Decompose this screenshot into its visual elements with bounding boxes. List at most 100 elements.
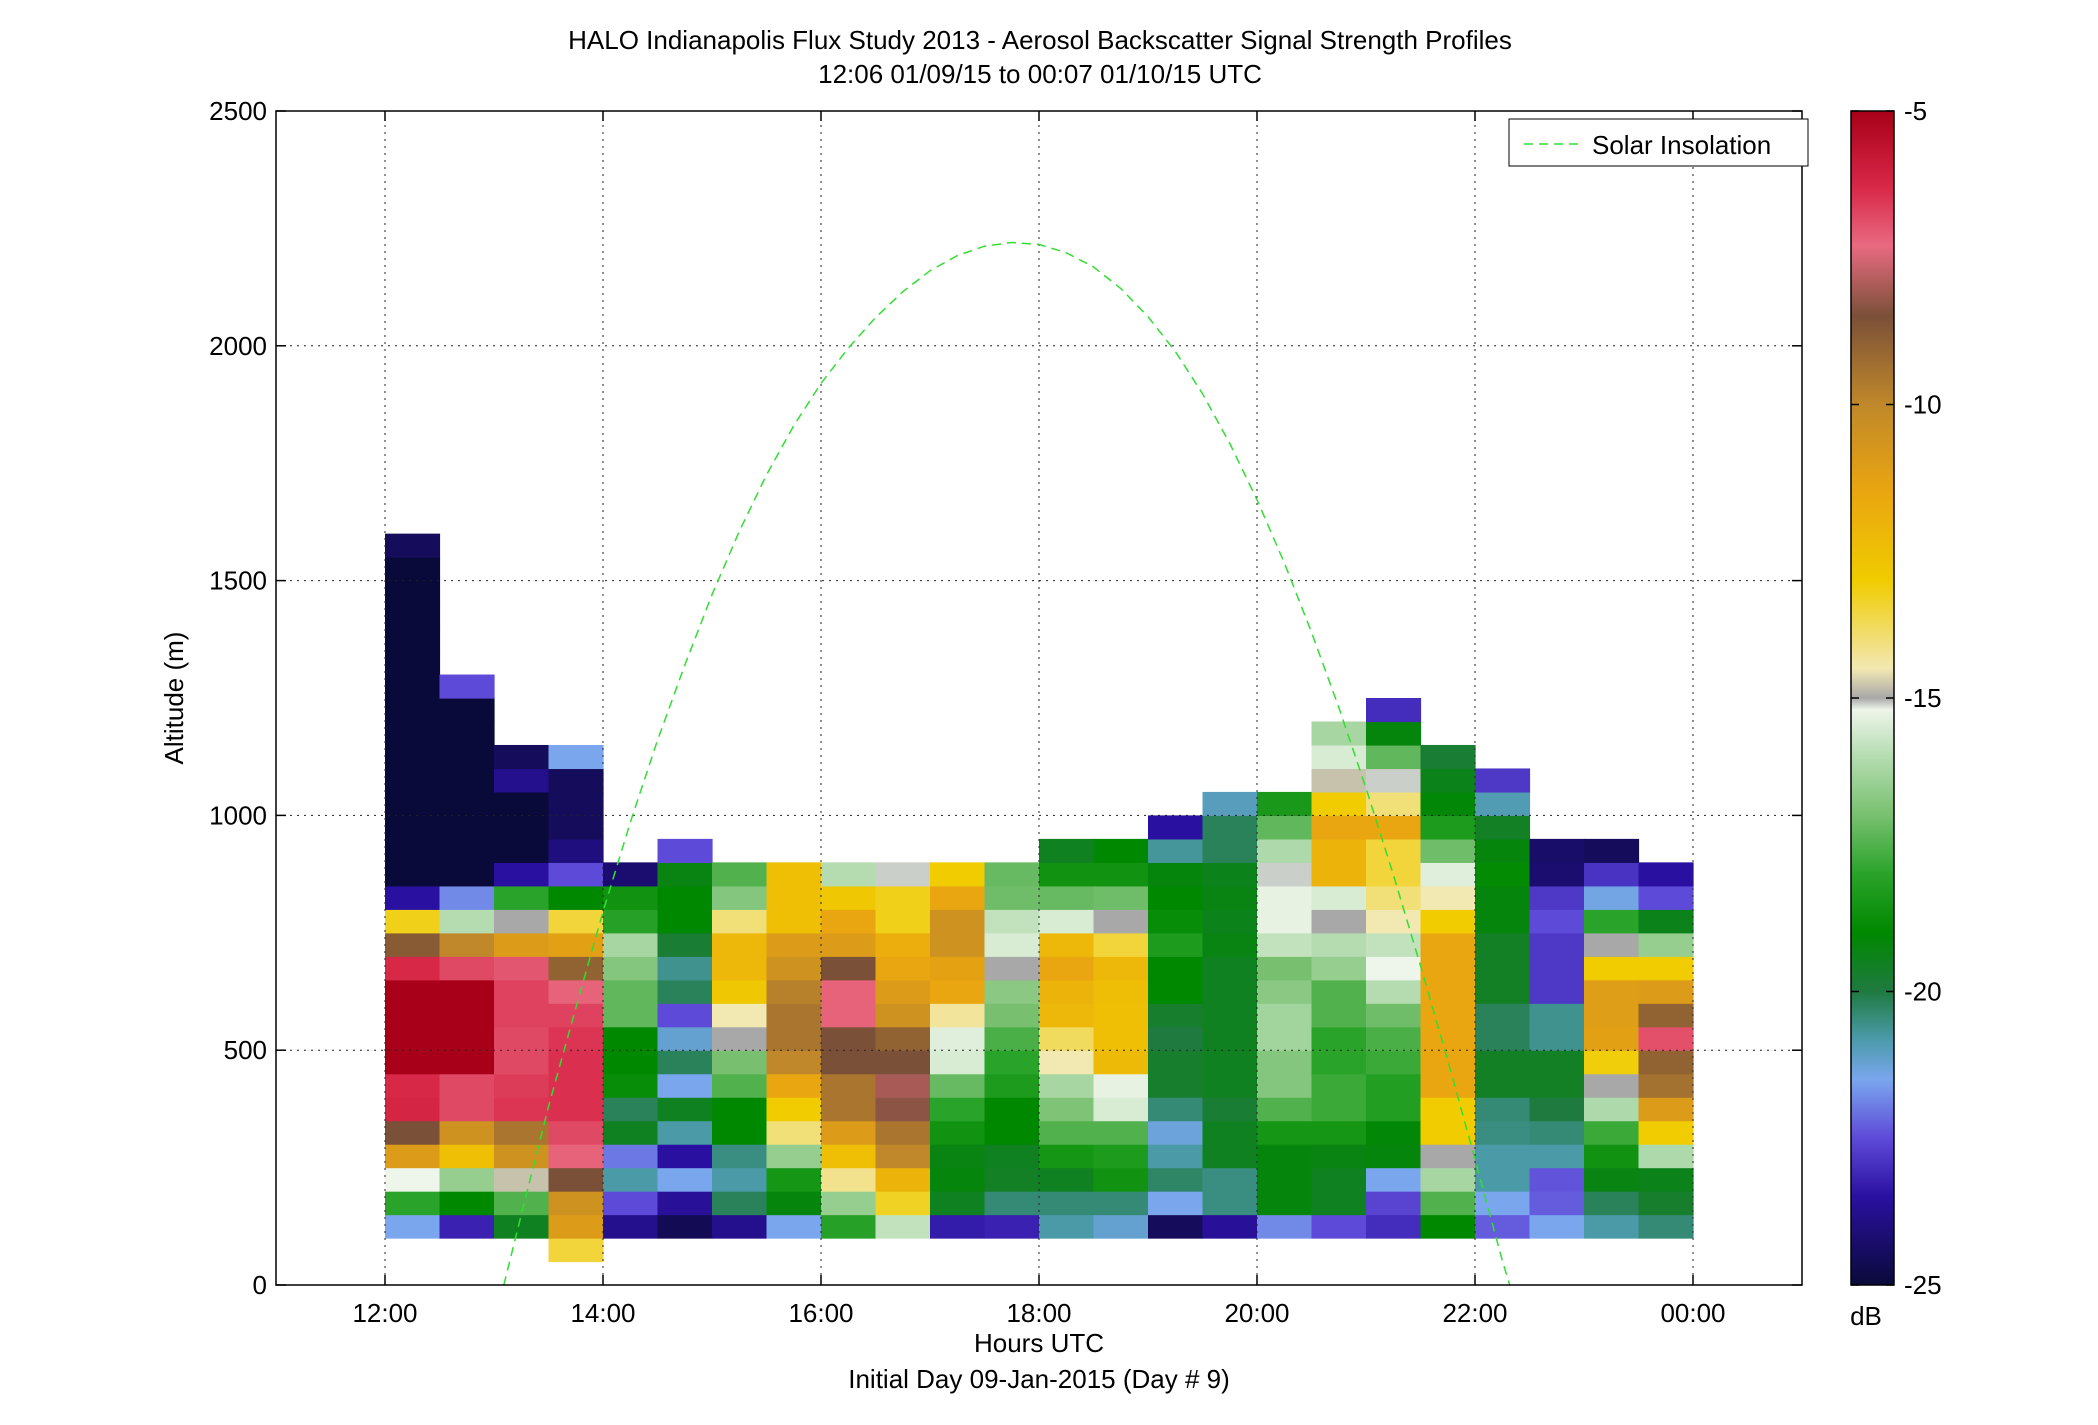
heatmap-cell <box>821 1073 877 1098</box>
heatmap-cell <box>1584 1167 1640 1192</box>
heatmap-cell <box>385 1026 441 1051</box>
heatmap-cell <box>712 956 768 981</box>
heatmap-cell <box>548 979 604 1004</box>
heatmap-cell <box>766 909 822 934</box>
heatmap-cell <box>1257 1167 1313 1192</box>
heatmap-cell <box>712 1144 768 1169</box>
heatmap-cell <box>603 885 659 910</box>
heatmap-cell <box>1257 1003 1313 1028</box>
heatmap-cell <box>984 1073 1040 1098</box>
heatmap-cell <box>657 1191 713 1216</box>
heatmap-cell <box>657 1120 713 1145</box>
heatmap-cell <box>1420 1097 1476 1122</box>
heatmap-cell <box>766 862 822 887</box>
heatmap-cell <box>1366 838 1422 863</box>
heatmap-cell <box>657 1097 713 1122</box>
heatmap-cell <box>494 768 550 793</box>
colorbar-ticks: -25 -20 -15 -10 -5 <box>1851 96 1942 1300</box>
y-tick-label: 2500 <box>209 96 267 126</box>
heatmap-cell <box>984 909 1040 934</box>
heatmap-cell <box>494 1050 550 1075</box>
heatmap-cell <box>1366 1144 1422 1169</box>
colorbar-tick-label: -15 <box>1904 683 1942 713</box>
heatmap-cell <box>1311 979 1367 1004</box>
colorbar-unit: dB <box>1850 1301 1882 1331</box>
heatmap-cell <box>494 815 550 840</box>
heatmap-cell <box>1420 1120 1476 1145</box>
heatmap-cell <box>1257 1050 1313 1075</box>
heatmap-cell <box>494 791 550 816</box>
heatmap-cell <box>603 1097 659 1122</box>
heatmap-cell <box>712 979 768 1004</box>
heatmap-cell <box>548 1026 604 1051</box>
heatmap-cell <box>657 1003 713 1028</box>
heatmap-cell <box>821 909 877 934</box>
heatmap-cell <box>385 721 441 746</box>
heatmap-cell <box>548 885 604 910</box>
heatmap-cell <box>439 956 495 981</box>
heatmap-cell <box>712 885 768 910</box>
heatmap-cell <box>548 909 604 934</box>
heatmap-cell <box>875 909 931 934</box>
heatmap-cell <box>1475 909 1531 934</box>
heatmap-cell <box>385 791 441 816</box>
heatmap-cell <box>439 862 495 887</box>
heatmap-cell <box>1584 979 1640 1004</box>
heatmap-cell <box>875 979 931 1004</box>
heatmap-cell <box>984 1003 1040 1028</box>
heatmap-cell <box>548 1120 604 1145</box>
heatmap-cell <box>1420 838 1476 863</box>
heatmap-cell <box>1093 1026 1149 1051</box>
heatmap-cell <box>439 1167 495 1192</box>
heatmap-cell <box>548 1073 604 1098</box>
heatmap-cell <box>1584 909 1640 934</box>
heatmap-cell <box>1529 1144 1585 1169</box>
heatmap-cell <box>548 1097 604 1122</box>
heatmap-cell <box>657 1144 713 1169</box>
heatmap-cell <box>657 932 713 957</box>
heatmap-cell <box>1420 1026 1476 1051</box>
heatmap-cell <box>1638 1191 1694 1216</box>
chart-title: HALO Indianapolis Flux Study 2013 - Aero… <box>568 25 1512 55</box>
axis-ticks: 12:00 14:00 16:00 18:00 20:00 22:00 00:00 0 500 1… <box>209 96 1802 1328</box>
heatmap-cell <box>712 909 768 934</box>
heatmap-cell <box>1366 932 1422 957</box>
heatmap-cell <box>1257 815 1313 840</box>
heatmap-cell <box>439 721 495 746</box>
heatmap-cell <box>439 744 495 770</box>
heatmap-cell <box>1311 721 1367 746</box>
heatmap-cell <box>548 838 604 863</box>
heatmap-cell <box>603 1167 659 1192</box>
heatmap-cell <box>1366 979 1422 1004</box>
heatmap-cell <box>1475 932 1531 957</box>
x-tick-label: 18:00 <box>1006 1298 1071 1328</box>
heatmap-cell <box>1311 932 1367 957</box>
heatmap-cell <box>385 1214 441 1239</box>
heatmap-cell <box>603 979 659 1004</box>
heatmap-cell <box>1148 1214 1204 1239</box>
heatmap-cell <box>1638 1167 1694 1192</box>
heatmap-cell <box>1475 838 1531 863</box>
heatmap-cells <box>385 533 1694 1263</box>
heatmap-cell <box>984 885 1040 910</box>
heatmap-cell <box>984 1026 1040 1051</box>
heatmap-cell <box>1584 1214 1640 1239</box>
heatmap-cell <box>1638 979 1694 1004</box>
heatmap-cell <box>603 862 659 887</box>
heatmap-cell <box>385 862 441 887</box>
heatmap-cell <box>875 1026 931 1051</box>
heatmap-cell <box>984 862 1040 887</box>
heatmap-cell <box>548 862 604 887</box>
heatmap-cell <box>766 956 822 981</box>
heatmap-cell <box>1638 1214 1694 1239</box>
heatmap-cell <box>1148 1073 1204 1098</box>
heatmap-cell <box>1257 1026 1313 1051</box>
heatmap-cell <box>984 1120 1040 1145</box>
heatmap-cell <box>821 956 877 981</box>
heatmap-cell <box>1257 791 1313 816</box>
heatmap-cell <box>385 1191 441 1216</box>
heatmap-cell <box>1311 815 1367 840</box>
heatmap-cell <box>439 1003 495 1028</box>
heatmap-cell <box>1311 885 1367 910</box>
heatmap-cell <box>1311 1026 1367 1051</box>
